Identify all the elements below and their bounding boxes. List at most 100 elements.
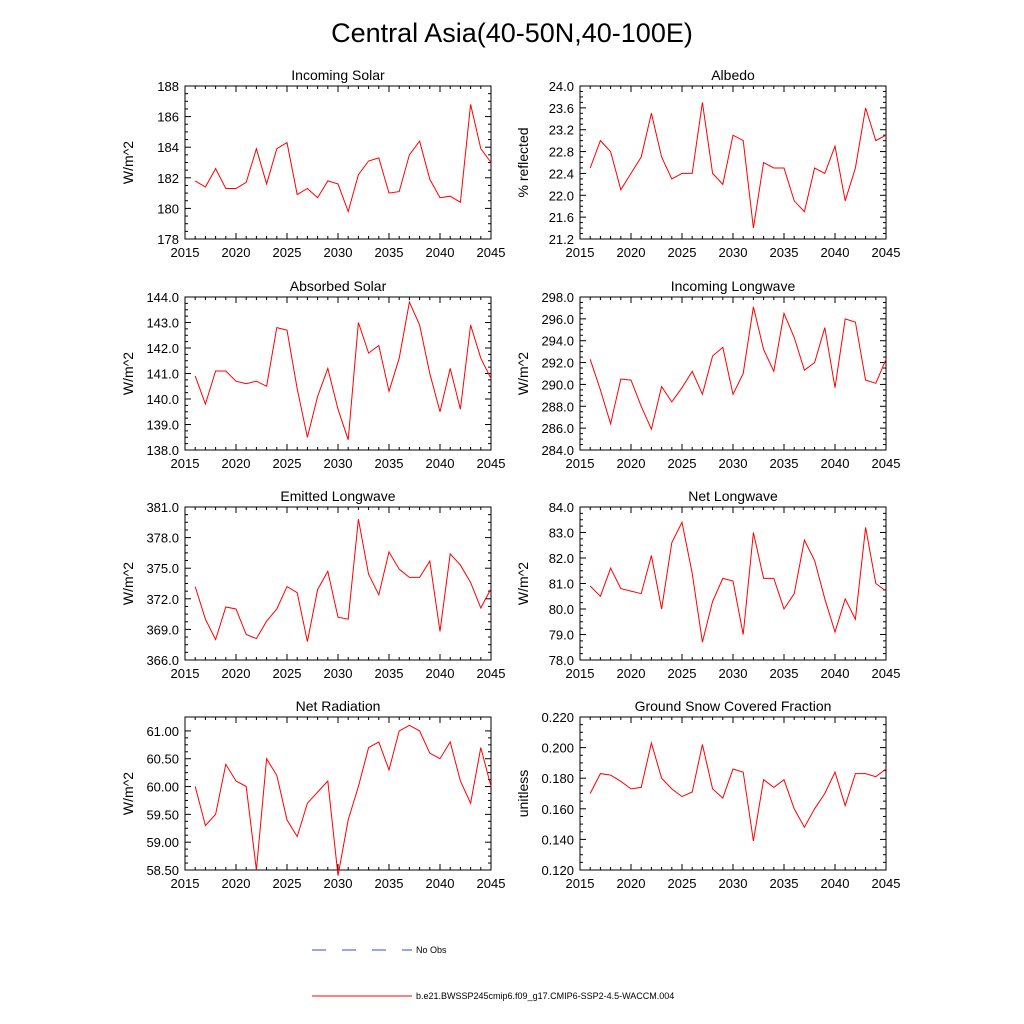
y-tick-label: 143.0: [146, 316, 179, 331]
legend-no-obs-label: No Obs: [416, 945, 447, 955]
y-tick-label: 21.6: [549, 210, 574, 225]
x-tick-label: 2030: [324, 456, 353, 471]
y-tick-label: 80.0: [549, 602, 574, 617]
x-tick-label: 2020: [617, 456, 646, 471]
legend-model-label: b.e21.BWSSP245cmip6.f09_g17.CMIP6-SSP2-4…: [416, 991, 674, 1001]
y-tick-label: 0.180: [541, 771, 574, 786]
y-tick-label: 298.0: [541, 290, 574, 305]
series-line: [194, 104, 492, 214]
panel-title: Emitted Longwave: [280, 488, 395, 504]
x-tick-label: 2030: [719, 876, 748, 891]
plot-frame: [184, 296, 492, 451]
plot-frame: [184, 716, 492, 871]
y-tick-label: 22.8: [549, 145, 574, 160]
y-tick-label: 290.0: [541, 377, 574, 392]
x-tick-label: 2040: [426, 456, 455, 471]
x-tick-label: 2035: [375, 666, 404, 681]
x-tick-label: 2025: [668, 456, 697, 471]
series-line: [194, 300, 492, 440]
y-axis-label: W/m^2: [120, 352, 136, 395]
x-tick-label: 2015: [566, 876, 595, 891]
y-tick-label: 0.200: [541, 741, 574, 756]
figure-title: Central Asia(40-50N,40-100E): [331, 18, 693, 48]
x-tick-label: 2035: [375, 876, 404, 891]
y-tick-label: 188: [157, 79, 179, 94]
series-line: [194, 724, 492, 876]
y-axis-label: % reflected: [515, 127, 531, 197]
x-tick-label: 2030: [719, 666, 748, 681]
panel-3: Absorbed Solar W/m^2 2015 2020 2025 2030 2035 2…: [120, 278, 505, 471]
plot-frame: [579, 716, 887, 871]
y-axis-label: W/m^2: [120, 562, 136, 605]
x-tick-label: 2030: [324, 876, 353, 891]
y-tick-label: 22.0: [549, 188, 574, 203]
panels-group: Incoming Solar W/m^2 2015 2020 2025 2030 2035 2…: [120, 67, 900, 891]
y-tick-label: 61.00: [146, 724, 179, 739]
x-tick-label: 2045: [872, 456, 901, 471]
y-tick-label: 59.00: [146, 835, 179, 850]
plot-frame: [579, 85, 887, 240]
series-line: [194, 519, 492, 642]
x-tick-label: 2040: [821, 245, 850, 260]
y-tick-label: 366.0: [146, 653, 179, 668]
y-tick-label: 78.0: [549, 653, 574, 668]
series-line: [589, 520, 887, 643]
y-tick-label: 184: [157, 140, 179, 155]
x-tick-label: 2035: [375, 456, 404, 471]
panel-7: Net Radiation W/m^2 2015 2020 2025 2030 2035 20…: [120, 698, 505, 891]
x-tick-label: 2040: [821, 876, 850, 891]
y-tick-label: 378.0: [146, 531, 179, 546]
y-tick-label: 186: [157, 110, 179, 125]
x-tick-label: 2025: [668, 666, 697, 681]
x-tick-label: 2025: [273, 876, 302, 891]
y-tick-label: 182: [157, 171, 179, 186]
y-tick-label: 59.50: [146, 807, 179, 822]
x-tick-label: 2040: [426, 245, 455, 260]
y-tick-label: 23.6: [549, 101, 574, 116]
y-axis-label: W/m^2: [120, 772, 136, 815]
y-tick-label: 369.0: [146, 622, 179, 637]
x-tick-label: 2040: [426, 666, 455, 681]
panel-title: Incoming Longwave: [671, 278, 796, 294]
y-tick-label: 138.0: [146, 443, 179, 458]
y-tick-label: 22.4: [549, 166, 574, 181]
y-axis-label: W/m^2: [515, 352, 531, 395]
panel-6: Net Longwave W/m^2 2015 2020 2025 2030 2035 204…: [515, 488, 900, 681]
panel-title: Ground Snow Covered Fraction: [635, 698, 832, 714]
x-tick-label: 2035: [770, 876, 799, 891]
x-tick-label: 2020: [617, 876, 646, 891]
y-tick-label: 21.2: [549, 232, 574, 247]
y-tick-label: 0.120: [541, 863, 574, 878]
y-tick-label: 292.0: [541, 356, 574, 371]
x-tick-label: 2045: [477, 876, 506, 891]
x-tick-label: 2025: [668, 245, 697, 260]
y-axis-label: W/m^2: [515, 562, 531, 605]
x-tick-label: 2015: [171, 876, 200, 891]
y-tick-label: 372.0: [146, 592, 179, 607]
x-tick-label: 2015: [171, 456, 200, 471]
panel-2: Albedo % reflected 2015 2020 2025 2030 2035 204…: [515, 67, 900, 260]
y-tick-label: 58.50: [146, 863, 179, 878]
x-tick-label: 2020: [222, 456, 251, 471]
x-tick-label: 2035: [770, 666, 799, 681]
panel-title: Incoming Solar: [291, 67, 385, 83]
y-tick-label: 84.0: [549, 500, 574, 515]
y-tick-label: 294.0: [541, 334, 574, 349]
panel-title: Net Longwave: [688, 488, 778, 504]
x-tick-label: 2035: [375, 245, 404, 260]
y-tick-label: 83.0: [549, 526, 574, 541]
y-tick-label: 60.50: [146, 752, 179, 767]
x-tick-label: 2015: [171, 245, 200, 260]
y-tick-label: 81.0: [549, 577, 574, 592]
y-tick-label: 178: [157, 232, 179, 247]
y-tick-label: 296.0: [541, 312, 574, 327]
x-tick-label: 2025: [668, 876, 697, 891]
x-tick-label: 2040: [821, 456, 850, 471]
x-tick-label: 2015: [171, 666, 200, 681]
panel-title: Net Radiation: [296, 698, 381, 714]
x-tick-label: 2020: [617, 666, 646, 681]
series-line: [589, 102, 887, 229]
x-tick-label: 2030: [719, 456, 748, 471]
y-tick-label: 141.0: [146, 367, 179, 382]
y-axis-label: W/m^2: [120, 141, 136, 184]
